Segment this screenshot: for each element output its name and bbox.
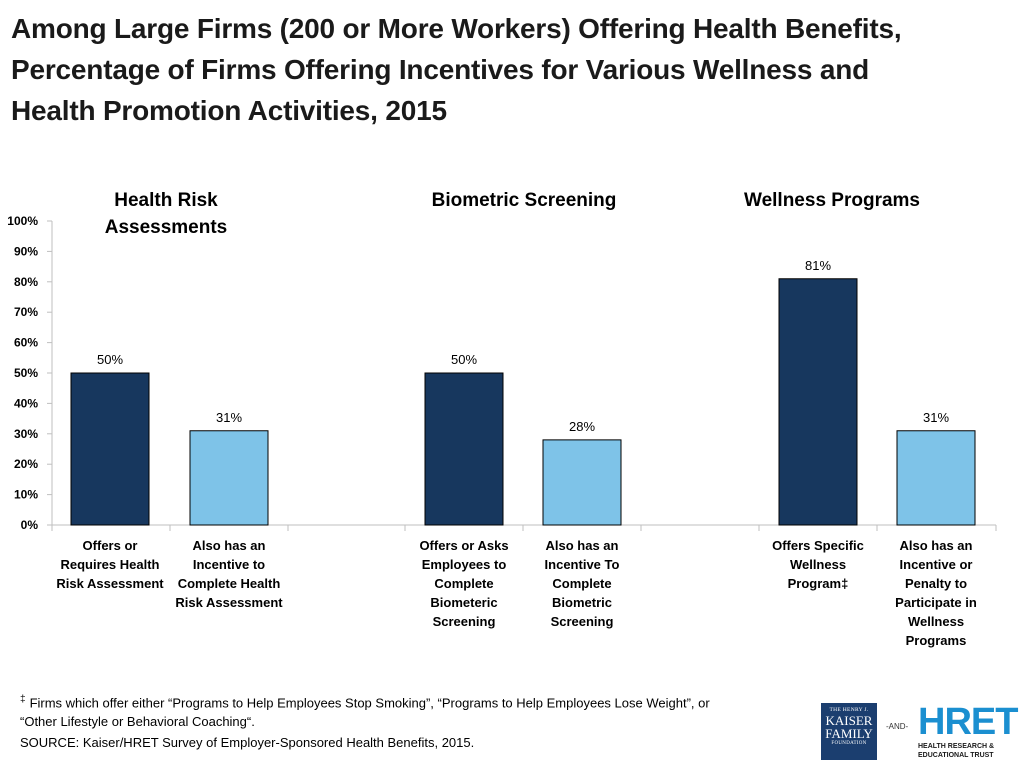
category-label: Also has an (900, 538, 973, 553)
y-tick-label: 70% (14, 305, 38, 319)
category-label: Screening (433, 614, 496, 629)
bar-incentive (189, 430, 269, 526)
category-label: Penalty to (905, 576, 967, 591)
y-tick-label: 0% (21, 518, 39, 532)
category-label: Complete (434, 576, 493, 591)
category-label: Incentive to (193, 557, 265, 572)
category-label: Program‡ (788, 576, 849, 591)
category-label: Biometric (552, 595, 612, 610)
category-label: Screening (551, 614, 614, 629)
bar-incentive (896, 430, 976, 526)
data-label: 31% (216, 410, 242, 425)
hret-logo: HRET (918, 701, 1018, 743)
kaiser-family-foundation-logo: THE HENRY J. KAISER FAMILY FOUNDATION (821, 703, 877, 760)
footnote-text-2: “Other Lifestyle or Behavioral Coaching“… (20, 714, 255, 730)
y-tick-label: 40% (14, 396, 38, 410)
hret-logo-subtitle: HEALTH RESEARCH & EDUCATIONAL TRUST (918, 742, 1024, 760)
category-label: Also has an (193, 538, 266, 553)
data-label: 50% (451, 352, 477, 367)
category-label: Wellness (908, 614, 964, 629)
source-note: SOURCE: Kaiser/HRET Survey of Employer-S… (20, 735, 475, 750)
group-title: Assessments (105, 217, 228, 238)
chart-title-line: Among Large Firms (200 or More Workers) … (11, 13, 902, 44)
category-label: Complete (552, 576, 611, 591)
category-label: Wellness (790, 557, 846, 572)
y-tick-label: 60% (14, 336, 38, 350)
y-tick-label: 30% (14, 427, 38, 441)
data-label: 31% (923, 410, 949, 425)
group-title: Wellness Programs (744, 190, 920, 211)
data-label: 28% (569, 419, 595, 434)
data-label: 81% (805, 258, 831, 273)
category-label: Offers or Asks (419, 538, 508, 553)
category-label: Risk Assessment (56, 576, 164, 591)
footnote-symbol: ‡ (20, 694, 26, 705)
group-title: Health Risk (114, 190, 218, 211)
footnote-text-1: Firms which offer either “Programs to He… (29, 695, 710, 711)
bar-incentive (542, 439, 622, 526)
hret-subtitle-line-1: HEALTH RESEARCH & (918, 743, 995, 750)
hret-subtitle-line-2: EDUCATIONAL TRUST (918, 752, 994, 759)
category-label: Incentive To (545, 557, 620, 572)
category-label: Employees to (422, 557, 507, 572)
category-label: Offers Specific (772, 538, 864, 553)
y-tick-label: 20% (14, 457, 38, 471)
category-label: Incentive or (900, 557, 973, 572)
bar-primary (424, 372, 504, 526)
chart-title-line: Health Promotion Activities, 2015 (11, 95, 447, 126)
data-label: 50% (97, 352, 123, 367)
y-tick-label: 10% (14, 488, 38, 502)
bar-primary (70, 372, 150, 526)
bar-chart: 0% 10% 20% 30% 40% 50% 60% 70% 80% 90% 100% Health … (7, 190, 997, 648)
category-label: Also has an (546, 538, 619, 553)
chart-title-line: Percentage of Firms Offering Incentives … (11, 54, 870, 85)
category-label: Programs (906, 633, 967, 648)
kff-logo-text-3: FAMILY (825, 726, 873, 741)
kff-logo-text-4: FOUNDATION (831, 741, 867, 746)
footnote: ‡ Firms which offer either “Programs to H… (20, 690, 800, 731)
category-label: Offers or (83, 538, 138, 553)
bar-primary (778, 278, 858, 526)
group-title: Biometric Screening (432, 190, 617, 211)
category-label: Complete Health (178, 576, 281, 591)
y-tick-label: 90% (14, 244, 38, 258)
category-label: Biometeric (430, 595, 497, 610)
category-label: Requires Health (61, 557, 160, 572)
y-tick-label: 50% (14, 366, 38, 380)
logo-and-text: -AND- (886, 722, 909, 731)
category-label: Risk Assessment (175, 595, 283, 610)
footnote-line-1: ‡ Firms which offer either “Programs to H… (20, 690, 800, 712)
kff-logo-text-1: THE HENRY J. (829, 707, 869, 713)
kff-logo-text-2: KAISER (825, 713, 873, 728)
y-tick-label: 100% (7, 214, 38, 228)
category-label: Participate in (895, 595, 977, 610)
y-tick-label: 80% (14, 275, 38, 289)
chart-title: Among Large Firms (200 or More Workers) … (11, 8, 1011, 131)
